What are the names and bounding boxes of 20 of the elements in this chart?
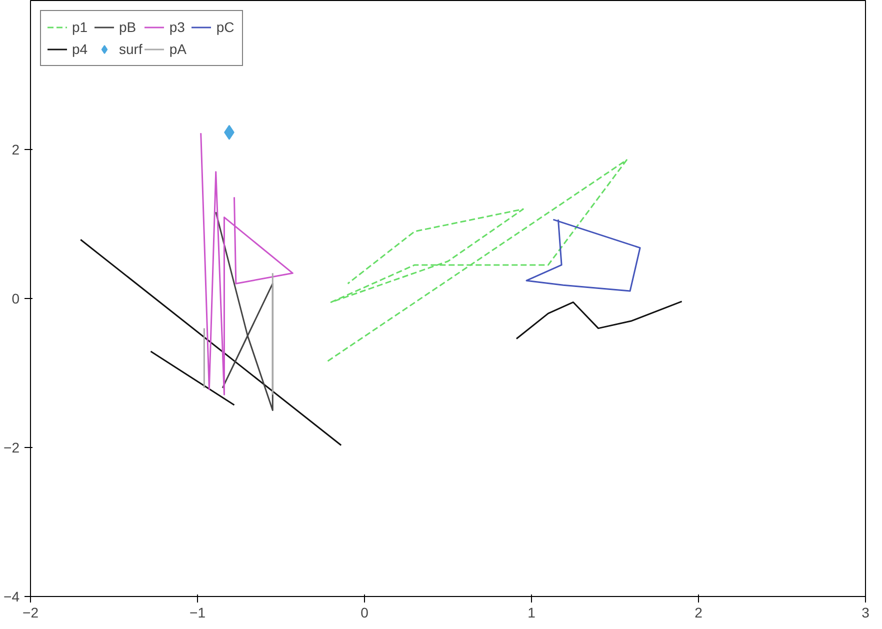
x-tick-label: 1	[528, 604, 536, 620]
y-tick-label: −2	[4, 440, 20, 456]
x-tick-label: 0	[360, 604, 369, 620]
legend-label: pA	[169, 41, 188, 57]
legend-label: p3	[169, 19, 186, 35]
x-tick-label: −1	[190, 604, 206, 620]
x-tick-label: −2	[22, 604, 39, 620]
line-series	[526, 218, 641, 292]
legend-label: p4	[72, 41, 89, 57]
line-series	[200, 132, 294, 396]
legend-label: pC	[216, 19, 236, 35]
y-tick-label: −4	[4, 588, 20, 604]
line-series	[327, 159, 628, 362]
y-tick-label: 0	[12, 290, 20, 306]
y-tick-label: 2	[12, 142, 20, 158]
x-tick-label: 3	[862, 604, 870, 620]
x-tick-label: 2	[694, 604, 703, 620]
legend-label: pB	[119, 19, 138, 35]
legend-label: p1	[72, 19, 89, 35]
legend-label: surf	[119, 41, 142, 57]
